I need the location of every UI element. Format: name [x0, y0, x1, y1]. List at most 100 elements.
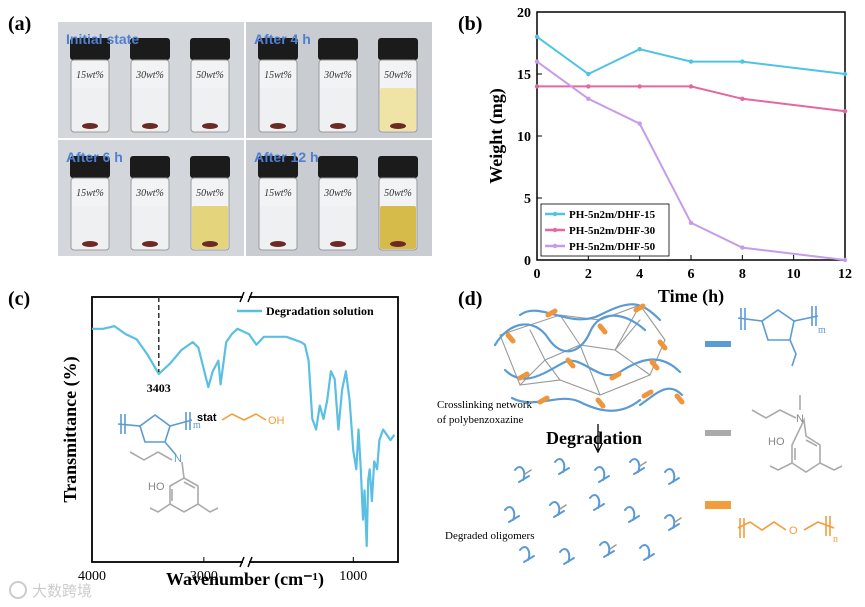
x-tick-label: 12 [838, 267, 852, 282]
photo-caption: After 6 h [66, 149, 123, 165]
decoration [737, 309, 819, 367]
network-link [595, 397, 606, 409]
y-axis-title: Weight (mg) [486, 88, 507, 183]
decoration [149, 503, 219, 513]
legend-marker [552, 243, 558, 249]
y-tick-label: 15 [517, 68, 531, 83]
oligomers [504, 458, 682, 565]
watermark-logo [9, 581, 27, 599]
ftir-chart: 4000 3000 1000 Wavenumber (cm⁻¹) Transmittan… [60, 291, 399, 590]
network-chain [510, 396, 642, 412]
decoration [117, 414, 193, 427]
y-axis-title: Transmittance (%) [60, 356, 81, 502]
panel-label: (c) [8, 288, 30, 310]
network-chain [638, 387, 684, 407]
y-tick-label: 5 [524, 192, 531, 207]
network-link [657, 339, 668, 351]
vial-liquid [72, 206, 108, 249]
vial-label: 15wt% [264, 188, 292, 199]
structure-label: m [193, 420, 201, 431]
vial-cap [378, 156, 418, 178]
vial-cap [258, 156, 298, 178]
legend-marker [552, 227, 558, 233]
vial-liquid [260, 88, 296, 131]
decoration [705, 341, 731, 347]
vial-label: 50wt% [196, 70, 224, 81]
oligomer [504, 506, 520, 523]
point [740, 59, 745, 64]
network-link [609, 371, 622, 381]
sample [330, 123, 346, 129]
oligomer [599, 541, 615, 558]
decoration [705, 430, 731, 436]
network-link [641, 389, 654, 399]
sample [390, 241, 406, 247]
arrow [593, 424, 603, 454]
decoration [221, 413, 267, 421]
line [537, 85, 846, 113]
legend-label: Degradation solution [266, 304, 374, 318]
decoration [139, 425, 171, 443]
network-bond [559, 304, 641, 351]
structure-label: HO [148, 481, 165, 493]
structure-label: stat [197, 412, 217, 424]
network-link [517, 371, 530, 381]
line-chart: 0 2 4 6 8 10 12 0 5 10 15 20 Time (h) Weight (mg) PH-5… [486, 6, 852, 307]
sample [142, 241, 158, 247]
point [688, 220, 694, 225]
sample [270, 241, 286, 247]
oligomer [514, 466, 530, 483]
decoration [164, 441, 177, 456]
spectrum [92, 325, 396, 548]
sample [82, 241, 98, 247]
axis-break-gap [243, 293, 249, 301]
x-tick-label: 4000 [78, 569, 106, 584]
vial-cap [190, 38, 230, 60]
oligomer [549, 501, 565, 518]
decoration [740, 306, 817, 330]
x-tick-label: 3000 [190, 569, 218, 584]
structure [117, 412, 267, 513]
vial-cap [258, 38, 298, 60]
vial-cap [378, 38, 418, 60]
point [688, 84, 694, 89]
vial-cap [318, 38, 358, 60]
vial-cap [130, 156, 170, 178]
y-tick-label: 20 [517, 6, 531, 21]
network-link [505, 332, 516, 344]
vial-label: 15wt% [264, 70, 292, 81]
decoration [737, 516, 835, 538]
sample [202, 241, 218, 247]
vial-label: 30wt% [135, 70, 164, 81]
x-tick-label: 4 [636, 267, 643, 282]
legend-marker [552, 211, 558, 217]
network [493, 303, 685, 412]
legend-label: PH-5n2m/DHF-15 [569, 209, 656, 221]
point [740, 245, 745, 250]
photo-panel: 15wt% 30wt% 50wt% Initial state 15wt% 30wt% 50… [58, 22, 432, 256]
legend-label: PH-5n2m/DHF-30 [569, 225, 656, 237]
network-link [649, 359, 660, 371]
photo-caption: After 4 h [254, 31, 311, 47]
oligomer-link [559, 504, 567, 510]
step-label: Degradation [546, 428, 642, 448]
point [534, 59, 540, 64]
x-tick-label: 2 [585, 267, 592, 282]
network-bond [519, 319, 651, 396]
oligomer-link [609, 544, 617, 550]
oligomer-link [639, 461, 647, 467]
oligomer-link [524, 469, 532, 475]
x-tick-label: 0 [534, 267, 541, 282]
y-tick-label: 0 [524, 254, 531, 269]
structure-label: OH [268, 415, 285, 427]
x-tick-label: 10 [787, 267, 801, 282]
point [637, 84, 642, 89]
x-axis-title: Time (h) [658, 286, 724, 307]
unit-label: N [796, 413, 804, 425]
line [536, 60, 846, 261]
point [740, 96, 745, 102]
oligomer [554, 458, 570, 475]
vial-liquid [320, 88, 356, 131]
vial-liquid [380, 88, 416, 131]
point [534, 34, 540, 39]
